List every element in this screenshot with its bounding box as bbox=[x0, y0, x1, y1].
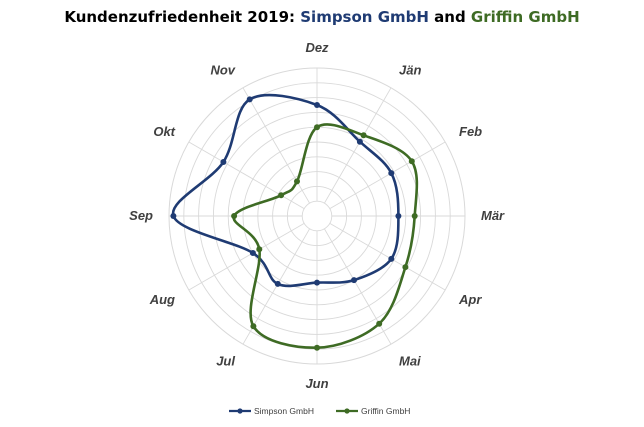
data-point bbox=[388, 170, 395, 177]
category-label: Feb bbox=[459, 124, 482, 139]
category-label: Nov bbox=[210, 63, 235, 78]
data-point bbox=[294, 178, 300, 185]
data-series bbox=[170, 93, 419, 351]
category-label: Dez bbox=[305, 40, 329, 55]
data-point bbox=[250, 323, 257, 330]
data-point bbox=[376, 320, 383, 327]
category-label: Mai bbox=[399, 354, 421, 369]
data-point bbox=[402, 264, 409, 271]
data-point bbox=[356, 138, 363, 145]
grid-spoke bbox=[329, 141, 446, 209]
category-label: Apr bbox=[458, 292, 482, 307]
data-point bbox=[274, 280, 281, 287]
title-mid: and bbox=[428, 8, 471, 26]
grid-spoke bbox=[324, 87, 392, 204]
grid-spoke bbox=[188, 223, 305, 291]
category-label: Mär bbox=[481, 208, 505, 223]
radar-grid bbox=[168, 67, 466, 365]
grid-ring bbox=[301, 200, 333, 232]
grid-spoke bbox=[329, 223, 446, 291]
legend-marker bbox=[237, 408, 243, 414]
category-label: Okt bbox=[153, 124, 175, 139]
chart-title: Kundenzufriedenheit 2019: Simpson GmbH a… bbox=[0, 8, 644, 26]
legend: Simpson GmbH Griffin GmbH bbox=[229, 406, 410, 416]
category-label: Jun bbox=[305, 376, 328, 391]
legend-marker bbox=[344, 408, 350, 414]
data-point bbox=[408, 158, 415, 165]
data-point bbox=[220, 159, 227, 165]
data-point bbox=[395, 213, 402, 219]
data-point bbox=[351, 277, 357, 284]
series-2 bbox=[231, 123, 419, 351]
category-labels: Jän Feb Mär Apr Mai Jun Jul Aug Sep Okt Nov Dez bbox=[129, 40, 505, 391]
legend-item: Griffin GmbH bbox=[336, 406, 410, 416]
category-label: Jul bbox=[216, 354, 235, 369]
category-label: Aug bbox=[149, 292, 175, 307]
data-point bbox=[360, 132, 367, 139]
legend-label: Simpson GmbH bbox=[254, 406, 314, 416]
data-point bbox=[314, 102, 320, 108]
data-point bbox=[314, 279, 320, 286]
legend-item: Simpson GmbH bbox=[229, 406, 314, 416]
series-1 bbox=[170, 93, 402, 288]
category-label: Jän bbox=[399, 63, 421, 78]
title-series-2: Griffin GmbH bbox=[470, 8, 580, 26]
title-series-1: Simpson GmbH bbox=[300, 8, 429, 26]
data-point bbox=[388, 255, 395, 262]
data-point bbox=[278, 192, 285, 199]
data-point bbox=[246, 96, 253, 103]
title-prefix: Kundenzufriedenheit 2019: bbox=[64, 8, 301, 26]
data-point bbox=[314, 124, 320, 131]
data-point bbox=[411, 213, 418, 219]
data-point bbox=[231, 213, 238, 219]
grid-spoke bbox=[188, 141, 305, 209]
category-label: Sep bbox=[129, 208, 153, 223]
data-point bbox=[170, 213, 177, 219]
legend-label: Griffin GmbH bbox=[361, 406, 410, 416]
data-point bbox=[249, 250, 256, 256]
data-point bbox=[314, 344, 320, 351]
data-point bbox=[256, 246, 263, 253]
